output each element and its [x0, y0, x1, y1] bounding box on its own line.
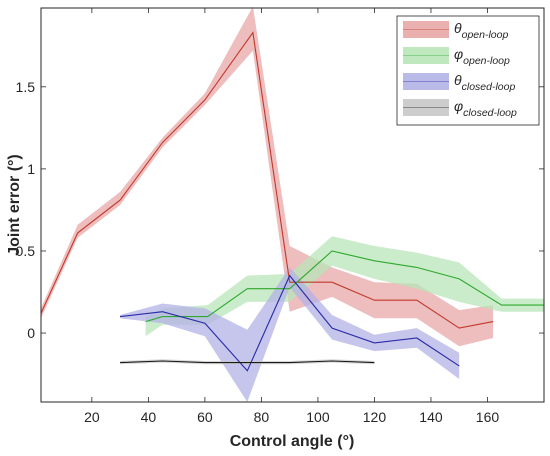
y-tick-label-3: 1.5	[16, 79, 36, 95]
x-tick-label-7: 160	[476, 409, 500, 425]
band-series-1	[145, 236, 544, 337]
band-series-2	[120, 267, 460, 402]
band-series-0	[41, 6, 494, 347]
legend: θopen-loopφopen-loopθclosed-loopφclosed-…	[396, 15, 540, 126]
x-tick-label-3: 80	[254, 409, 270, 425]
x-tick-label-5: 120	[363, 409, 387, 425]
series-lines	[40, 31, 544, 372]
x-tick-label-1: 40	[141, 409, 157, 425]
legend-label-2: θclosed-loop	[454, 72, 515, 93]
line-series-1	[145, 250, 544, 323]
legend-symbol-0: θ	[454, 20, 462, 36]
legend-label-1: φopen-loop	[454, 46, 510, 67]
line-series-3	[120, 360, 375, 364]
x-axis-label: Control angle (°)	[230, 433, 355, 450]
line-series-0	[40, 31, 494, 329]
legend-symbol-3: φ	[454, 98, 463, 114]
legend-symbol-2: θ	[454, 72, 462, 88]
legend-subscript-0: open-loop	[462, 29, 509, 41]
x-tick-label-2: 60	[197, 409, 213, 425]
legend-subscript-2: closed-loop	[462, 81, 516, 93]
x-axis-ticks: 20 40 60 80 100 120 140 160	[84, 8, 499, 425]
y-axis-ticks: 0 0.5 1 1.5	[16, 79, 544, 341]
y-tick-label-1: 0.5	[16, 243, 36, 259]
legend-symbol-1: φ	[454, 46, 463, 62]
legend-subscript-1: open-loop	[463, 55, 510, 67]
confidence-bands	[41, 6, 544, 402]
legend-subscript-3: closed-loop	[463, 107, 517, 119]
y-tick-label-0: 0	[27, 325, 35, 341]
y-axis-label: Joint error (°)	[6, 154, 23, 256]
x-tick-label-4: 100	[306, 409, 330, 425]
legend-label-0: θopen-loop	[454, 20, 508, 41]
y-tick-label-2: 1	[27, 161, 35, 177]
line-series-2	[120, 274, 460, 372]
x-tick-label-6: 140	[419, 409, 443, 425]
band-series-3	[120, 359, 375, 365]
legend-label-3: φclosed-loop	[454, 98, 517, 119]
x-tick-label-0: 20	[84, 409, 100, 425]
plot-frame	[40, 7, 545, 403]
